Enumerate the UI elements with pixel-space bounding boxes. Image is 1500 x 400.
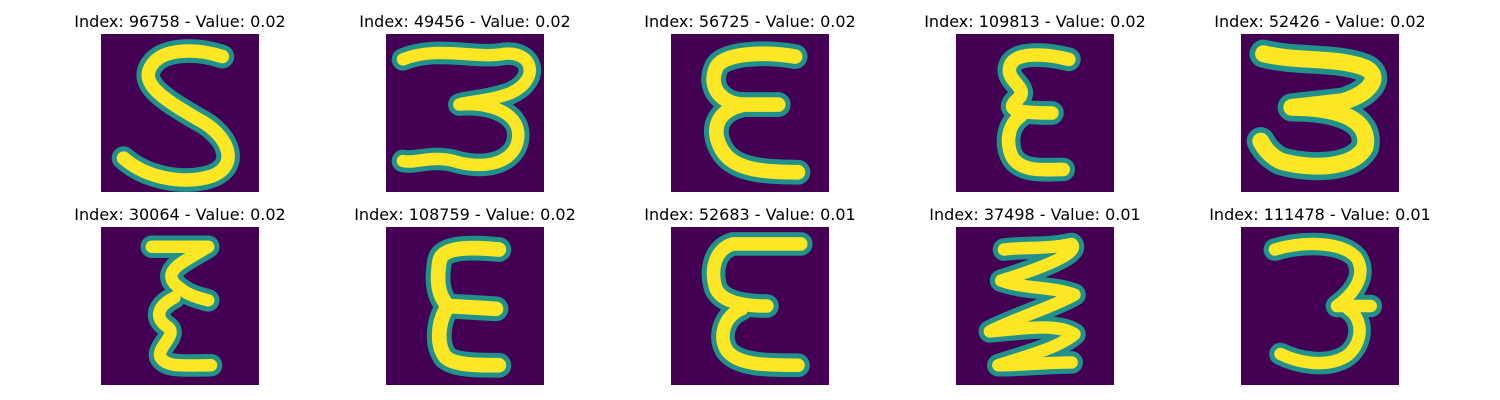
panel-title: Index: 52426 - Value: 0.02 (1214, 12, 1426, 31)
panel-title: Index: 49456 - Value: 0.02 (359, 12, 571, 31)
panel-title: Index: 109813 - Value: 0.02 (924, 12, 1146, 31)
panel-title: Index: 111478 - Value: 0.01 (1209, 205, 1431, 224)
image-panel-3: Index: 56725 - Value: 0.02 (620, 10, 880, 192)
image-panel-10: Index: 111478 - Value: 0.01 (1190, 203, 1450, 385)
panel-title: Index: 108759 - Value: 0.02 (354, 205, 576, 224)
digit-image (956, 34, 1114, 192)
digit-image (671, 34, 829, 192)
digit-image (671, 227, 829, 385)
panel-title: Index: 56725 - Value: 0.02 (644, 12, 856, 31)
digit-image (956, 227, 1114, 385)
digit-image (386, 34, 544, 192)
image-panel-9: Index: 37498 - Value: 0.01 (905, 203, 1165, 385)
panel-title: Index: 37498 - Value: 0.01 (929, 205, 1141, 224)
image-panel-6: Index: 30064 - Value: 0.02 (50, 203, 310, 385)
image-panel-8: Index: 52683 - Value: 0.01 (620, 203, 880, 385)
digit-image (1241, 227, 1399, 385)
digit-image (386, 227, 544, 385)
panel-title: Index: 30064 - Value: 0.02 (74, 205, 286, 224)
panel-title: Index: 52683 - Value: 0.01 (644, 205, 856, 224)
image-panel-5: Index: 52426 - Value: 0.02 (1190, 10, 1450, 192)
image-panel-4: Index: 109813 - Value: 0.02 (905, 10, 1165, 192)
digit-image (101, 34, 259, 192)
image-panel-1: Index: 96758 - Value: 0.02 (50, 10, 310, 192)
digit-image (1241, 34, 1399, 192)
panel-title: Index: 96758 - Value: 0.02 (74, 12, 286, 31)
image-panel-7: Index: 108759 - Value: 0.02 (335, 203, 595, 385)
digit-image (101, 227, 259, 385)
image-panel-2: Index: 49456 - Value: 0.02 (335, 10, 595, 192)
